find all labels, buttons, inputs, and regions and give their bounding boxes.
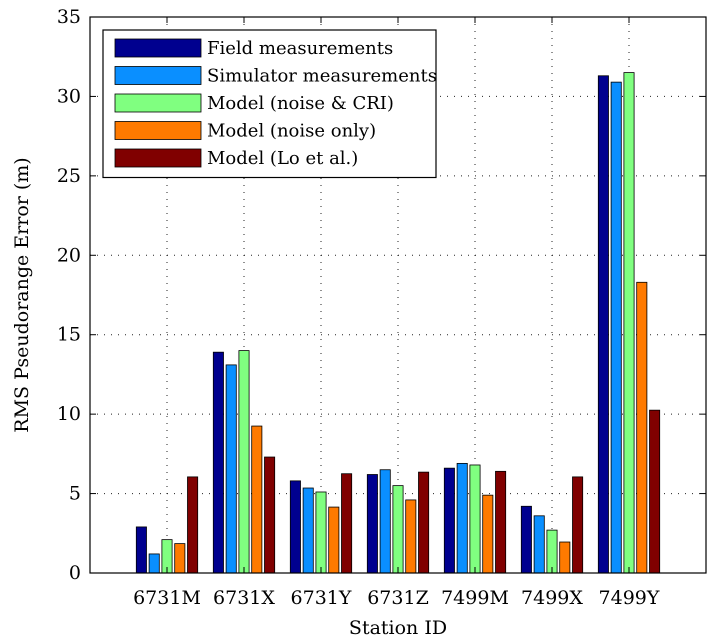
- bar-6731Y-series-1: [302, 487, 314, 574]
- bar-6731X-series-0: [212, 351, 224, 574]
- x-tick-label-6731M: 6731M: [133, 587, 201, 609]
- bar-6731M-series-1: [148, 553, 160, 574]
- bar-6731Z-series-3: [405, 499, 417, 574]
- y-tick-label: 10: [57, 403, 81, 425]
- bar-6731Y-series-0: [289, 480, 301, 574]
- bar-6731X-series-1: [225, 364, 237, 574]
- x-tick-label-7499Y: 7499Y: [599, 587, 660, 609]
- legend-label-3: Model (noise only): [207, 121, 376, 142]
- bar-6731Y-series-4: [341, 473, 353, 574]
- bar-7499M-series-3: [482, 494, 494, 574]
- legend-swatch-4: [114, 148, 202, 168]
- x-axis-ticks: 6731M 6731X 6731Y 6731Z 7499M 7499X 7499Y: [133, 17, 660, 609]
- bar-7499X-series-1: [533, 515, 545, 574]
- bar-7499Y-series-1: [610, 81, 622, 574]
- y-tick-label: 20: [57, 244, 81, 266]
- bar-6731Z-series-1: [379, 469, 391, 574]
- x-axis-label: Station ID: [349, 617, 447, 639]
- bar-7499Y-series-0: [597, 75, 609, 574]
- bar-7499Y-series-3: [636, 281, 648, 574]
- bar-6731M-series-0: [135, 526, 147, 574]
- bar-6731Z-series-0: [366, 474, 378, 574]
- legend-swatch-3: [114, 121, 202, 140]
- y-tick-label: 15: [57, 324, 81, 346]
- y-axis-label: RMS Pseudorange Error (m): [11, 157, 33, 432]
- bar-7499M-series-0: [443, 467, 455, 574]
- x-tick-label-7499M: 7499M: [441, 587, 509, 609]
- legend: Field measurements Simulator measurements…: [102, 29, 437, 179]
- x-tick-label-6731X: 6731X: [213, 587, 275, 609]
- x-tick-label-7499X: 7499X: [521, 587, 583, 609]
- bar-7499Y-series-4: [649, 409, 661, 574]
- bar-7499M-series-4: [495, 470, 507, 574]
- bar-7499Y-series-2: [623, 72, 635, 574]
- legend-swatch-0: [114, 38, 202, 58]
- bar-7499X-series-3: [559, 541, 571, 574]
- x-tick-label-6731Z: 6731Z: [367, 587, 429, 609]
- bar-6731X-series-2: [238, 350, 250, 574]
- legend-label-1: Simulator measurements: [207, 66, 437, 87]
- x-tick-label-6731Y: 6731Y: [291, 587, 352, 609]
- bar-7499X-series-2: [546, 529, 558, 574]
- bar-6731X-series-4: [264, 456, 276, 574]
- legend-label-0: Field measurements: [207, 38, 393, 59]
- y-tick-label: 30: [57, 85, 81, 107]
- bars: [135, 72, 661, 574]
- y-axis-ticks: 0 5 10 15 20 25 30 35: [57, 6, 706, 584]
- bar-6731Y-series-3: [328, 506, 340, 574]
- bar-6731Y-series-2: [315, 491, 327, 574]
- y-tick-label: 35: [57, 6, 81, 28]
- bar-6731M-series-3: [174, 543, 186, 574]
- legend-swatch-2: [114, 93, 202, 113]
- y-tick-label: 0: [69, 562, 81, 584]
- y-tick-label: 25: [57, 165, 81, 187]
- bar-7499M-series-2: [469, 464, 481, 574]
- bar-6731Z-series-2: [392, 485, 404, 574]
- bar-7499X-series-4: [572, 476, 584, 574]
- bar-6731X-series-3: [251, 425, 263, 574]
- legend-label-2: Model (noise & CRI): [207, 93, 394, 114]
- legend-swatch-1: [114, 66, 202, 85]
- bar-6731M-series-4: [187, 476, 199, 574]
- bar-7499M-series-1: [456, 462, 468, 574]
- y-tick-label: 5: [69, 483, 81, 505]
- bar-7499X-series-0: [520, 505, 532, 574]
- legend-label-4: Model (Lo et al.): [207, 148, 358, 169]
- bar-6731Z-series-4: [418, 471, 430, 574]
